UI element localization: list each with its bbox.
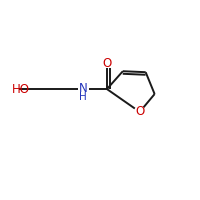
Text: O: O [102,57,112,70]
Text: O: O [135,105,144,118]
Text: N: N [79,82,87,95]
Text: HO: HO [12,83,30,96]
Text: H: H [79,92,87,102]
